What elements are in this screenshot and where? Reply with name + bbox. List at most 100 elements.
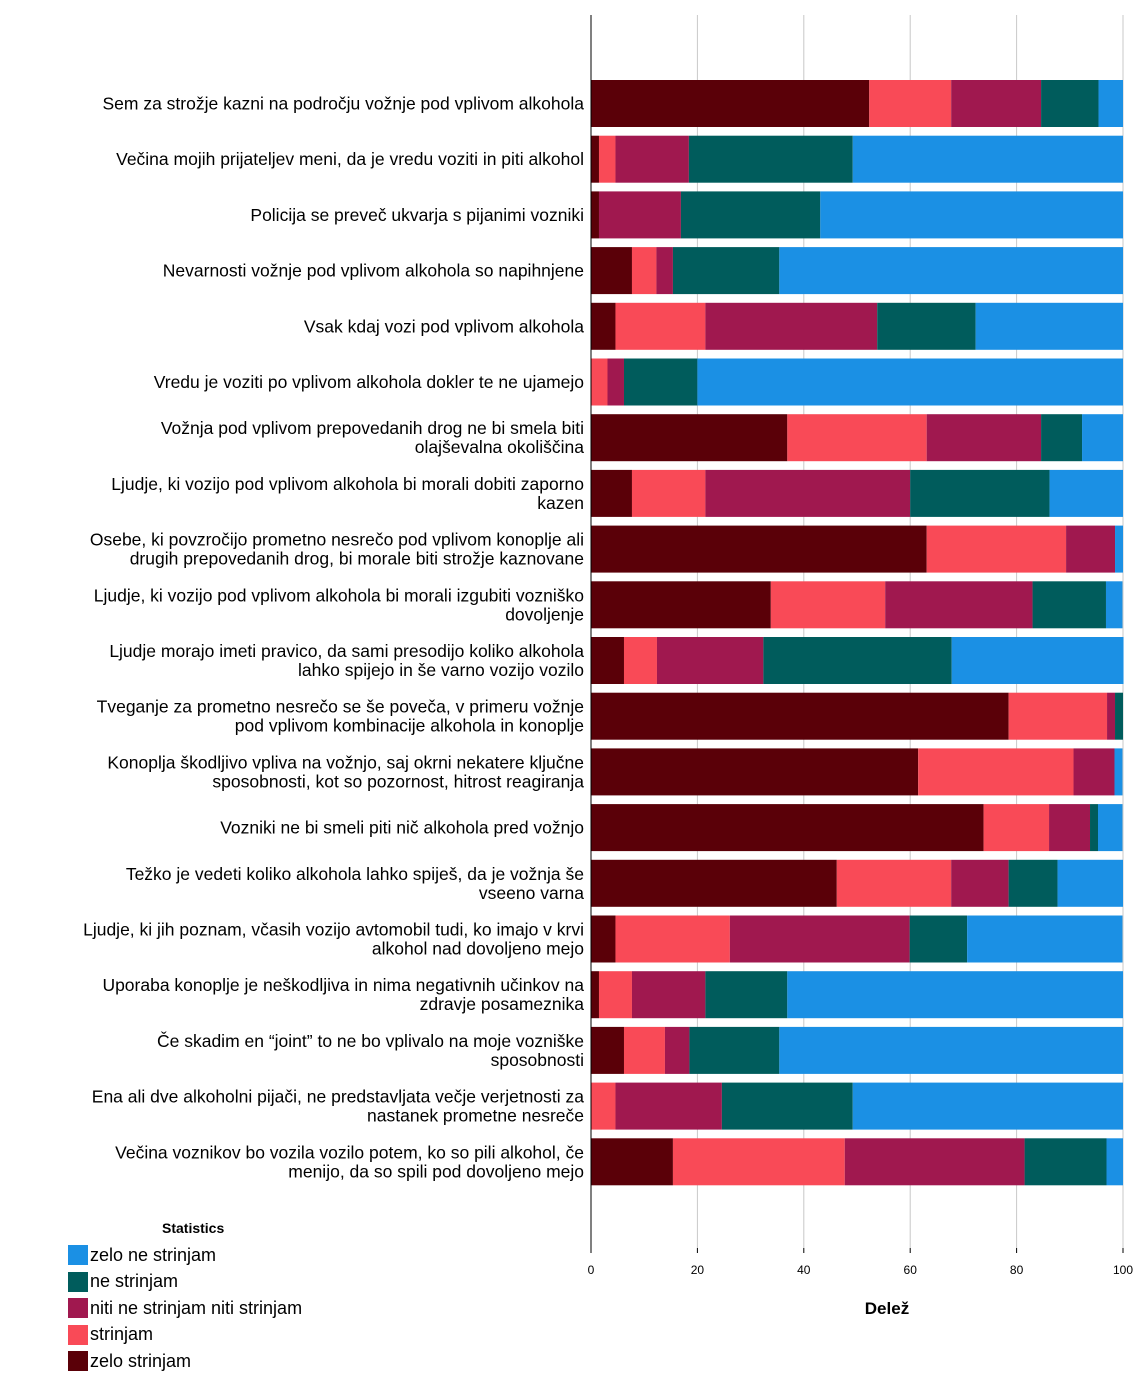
bar-segment bbox=[787, 971, 1123, 1019]
bar-segment bbox=[672, 1138, 845, 1186]
category-label: Če skadim en “joint” to ne bo vplivalo n… bbox=[157, 1030, 584, 1070]
bar-segment bbox=[1082, 414, 1123, 462]
bar-segment bbox=[1073, 748, 1115, 796]
bar-segment bbox=[951, 80, 1042, 127]
bar-segment bbox=[688, 135, 853, 183]
category-label-line: Osebe, ki povzročijo prometno nesrečo po… bbox=[90, 530, 584, 550]
category-label-line: vseeno varna bbox=[479, 883, 584, 903]
category-label: Vozniki ne bi smeli piti nič alkohola pr… bbox=[220, 818, 584, 838]
x-tick-label: 20 bbox=[691, 1263, 705, 1277]
bar-segment bbox=[598, 971, 632, 1019]
category-label-line: zdravje posameznika bbox=[420, 994, 585, 1014]
bar-segment bbox=[664, 1026, 690, 1074]
bar-segment bbox=[779, 1026, 1123, 1074]
bar-segment bbox=[631, 469, 706, 517]
bar-segment bbox=[910, 469, 1050, 517]
bar-segment bbox=[763, 637, 952, 684]
bar-segment bbox=[779, 247, 1123, 295]
bar-segment bbox=[598, 135, 616, 183]
category-label-line: Težko je vedeti koliko alkohola lahko sp… bbox=[126, 864, 584, 884]
bar-segment bbox=[852, 135, 1123, 183]
bar-segment bbox=[705, 469, 911, 517]
category-label: Osebe, ki povzročijo prometno nesrečo po… bbox=[90, 530, 584, 569]
category-label: Nevarnosti vožnje pod vplivom alkohola s… bbox=[163, 261, 584, 281]
category-label: Konoplja škodljivo vpliva na vožnjo, saj… bbox=[107, 752, 584, 791]
bar-segment bbox=[1032, 581, 1106, 629]
category-label-line: Konoplja škodljivo vpliva na vožnjo, saj… bbox=[107, 752, 584, 772]
bar-segment bbox=[615, 302, 706, 350]
bar-segment bbox=[869, 80, 952, 127]
bar-segment bbox=[591, 1026, 624, 1074]
bar-segment bbox=[591, 971, 599, 1019]
bar-segment bbox=[1057, 859, 1123, 907]
bar-segment bbox=[770, 581, 886, 629]
category-label-line: sposobnosti bbox=[491, 1050, 584, 1070]
bar-segment bbox=[591, 804, 984, 852]
category-label: Večina mojih prijateljev meni, da je vre… bbox=[116, 149, 584, 169]
category-label-line: menijo, da so spili pod dovoljeno mejo bbox=[288, 1161, 584, 1181]
legend: Statistics zelo ne strinjam ne strinjam ni… bbox=[68, 1220, 302, 1375]
legend-items: zelo ne strinjam ne strinjam niti ne strin… bbox=[68, 1242, 302, 1375]
legend-title: Statistics bbox=[162, 1220, 225, 1236]
bar-segment bbox=[1049, 804, 1091, 852]
category-label: Sem za strožje kazni na področju vožnje … bbox=[102, 94, 584, 114]
legend-swatch bbox=[68, 1245, 88, 1266]
category-label-line: Vsak kdaj vozi pod vplivom alkohola bbox=[304, 316, 584, 336]
bar-segment bbox=[631, 971, 706, 1019]
bar-segment bbox=[591, 469, 632, 517]
category-label: Težko je vedeti koliko alkohola lahko sp… bbox=[126, 864, 584, 903]
category-label-line: drugih prepovedanih drog, bi morale biti… bbox=[130, 549, 584, 569]
category-label-line: alkohol nad dovoljeno mejo bbox=[372, 939, 584, 959]
x-tick-label: 80 bbox=[1010, 1263, 1024, 1277]
bar-segment bbox=[615, 915, 730, 963]
bar-segment bbox=[615, 135, 689, 183]
bar-segment bbox=[591, 191, 599, 239]
bar-segment bbox=[591, 637, 624, 684]
category-label: Ljudje, ki vozijo pod vplivom alkohola b… bbox=[111, 474, 584, 513]
bar-segment bbox=[918, 748, 1074, 796]
legend-label: ne strinjam bbox=[90, 1271, 179, 1292]
bar-segment bbox=[1008, 859, 1058, 907]
category-label-line: Vozniki ne bi smeli piti nič alkohola pr… bbox=[220, 818, 584, 838]
legend-label: zelo strinjam bbox=[90, 1350, 192, 1371]
bar-segment bbox=[656, 247, 673, 295]
bar-segment bbox=[844, 1138, 1025, 1186]
bar-segment bbox=[975, 302, 1123, 350]
bar-segment bbox=[1114, 748, 1123, 796]
category-label-line: lahko spijejo in še varno vozijo vozilo bbox=[298, 660, 584, 680]
category-label-line: Vredu je voziti po vplivom alkohola dokl… bbox=[154, 372, 584, 392]
category-label-line: Nevarnosti vožnje pod vplivom alkohola s… bbox=[163, 261, 584, 281]
bar-segment bbox=[591, 1082, 616, 1130]
category-labels: Sem za strožje kazni na področju vožnje … bbox=[83, 94, 584, 1182]
bar-segment bbox=[1115, 525, 1123, 573]
category-label-line: olajševalna okoliščina bbox=[415, 437, 585, 457]
bar-segment bbox=[836, 859, 952, 907]
bar-segment bbox=[1090, 804, 1098, 852]
legend-label: strinjam bbox=[90, 1324, 154, 1345]
bar-segment bbox=[591, 302, 616, 350]
bar-segment bbox=[598, 191, 681, 239]
category-label: Ljudje, ki jih poznam, včasih vozijo avt… bbox=[83, 920, 584, 959]
bar-segment bbox=[721, 1082, 853, 1130]
bar-segment bbox=[591, 859, 837, 907]
category-label-line: sposobnosti, kot so pozornost, hitrost r… bbox=[212, 771, 584, 791]
legend-swatch bbox=[68, 1271, 88, 1292]
category-label-line: Če skadim en “joint” to ne bo vplivalo n… bbox=[157, 1030, 584, 1051]
bar-segment bbox=[1041, 80, 1099, 127]
bar-segment bbox=[787, 414, 927, 462]
bar-segment bbox=[951, 859, 1009, 907]
category-label-line: Tveganje za prometno nesrečo se še poveč… bbox=[97, 697, 584, 717]
bar-segment bbox=[1107, 692, 1116, 740]
bar-segment bbox=[852, 1082, 1123, 1130]
category-label-line: pod vplivom kombinacije alkohola in kono… bbox=[235, 716, 584, 736]
bar-segment bbox=[591, 748, 919, 796]
bar-segment bbox=[705, 971, 788, 1019]
bar-segment bbox=[591, 525, 927, 573]
category-label-line: Večina voznikov bo vozila vozilo potem, … bbox=[115, 1142, 584, 1162]
legend-label: niti ne strinjam niti strinjam bbox=[90, 1297, 303, 1318]
bar-segment bbox=[1098, 80, 1123, 127]
legend-item: strinjam bbox=[68, 1322, 302, 1349]
legend-label: zelo ne strinjam bbox=[90, 1244, 217, 1265]
category-label: Ena ali dve alkoholni pijači, ne predsta… bbox=[92, 1087, 584, 1126]
